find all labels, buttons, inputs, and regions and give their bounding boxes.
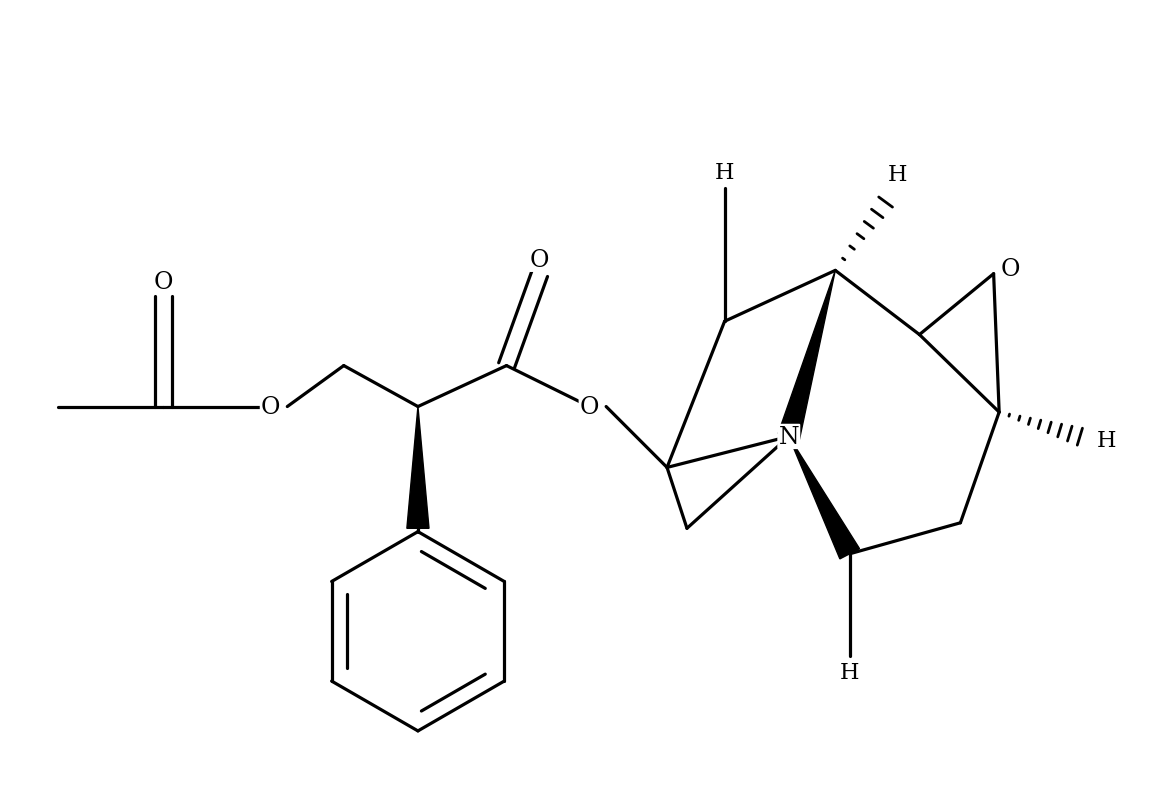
Text: H: H [1097, 430, 1117, 451]
Text: H: H [840, 662, 860, 683]
Text: O: O [1001, 257, 1020, 280]
Polygon shape [406, 407, 429, 528]
Text: H: H [715, 161, 735, 184]
Text: O: O [530, 248, 549, 271]
Text: O: O [153, 271, 173, 294]
Text: O: O [260, 396, 280, 418]
Text: N: N [779, 426, 799, 448]
Polygon shape [778, 271, 835, 440]
Text: O: O [579, 396, 599, 418]
Text: H: H [888, 164, 908, 185]
Polygon shape [788, 437, 860, 559]
